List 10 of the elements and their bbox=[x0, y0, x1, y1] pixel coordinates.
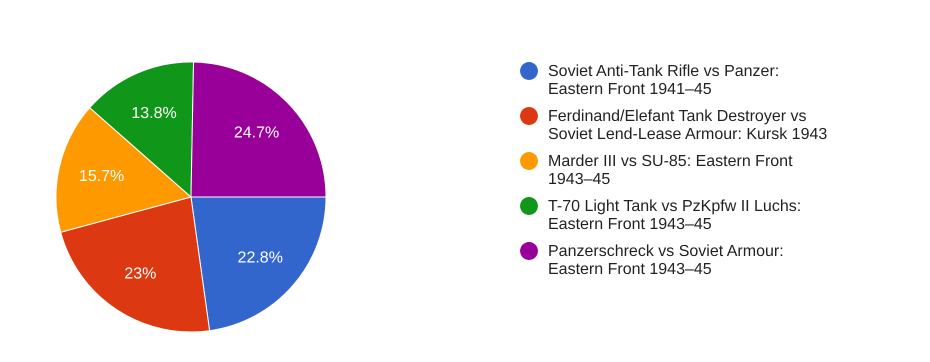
data-label: 22.8% bbox=[238, 249, 283, 266]
legend-label: Ferdinand/Elefant Tank Destroyer vs Soviet Lend-Lease Armour: Kursk 1943 bbox=[548, 108, 828, 143]
legend-label: Panzerschreck vs Soviet Armour: Eastern Front 1943–45 bbox=[548, 243, 784, 278]
data-label: 23% bbox=[124, 266, 156, 283]
legend-label: Marder III vs SU-85: Eastern Front 1943–45 bbox=[548, 153, 794, 188]
data-label: 13.8% bbox=[131, 104, 177, 122]
legend-label: Soviet Anti-Tank Rifle vs Panzer: Eastern Front 1941–45 bbox=[548, 63, 780, 98]
data-label: 24.7% bbox=[234, 124, 280, 142]
legend-label: T-70 Light Tank vs PzKpfw II Luchs: Eastern Front 1943–45 bbox=[548, 198, 802, 233]
data-label: 15.7% bbox=[78, 168, 124, 186]
